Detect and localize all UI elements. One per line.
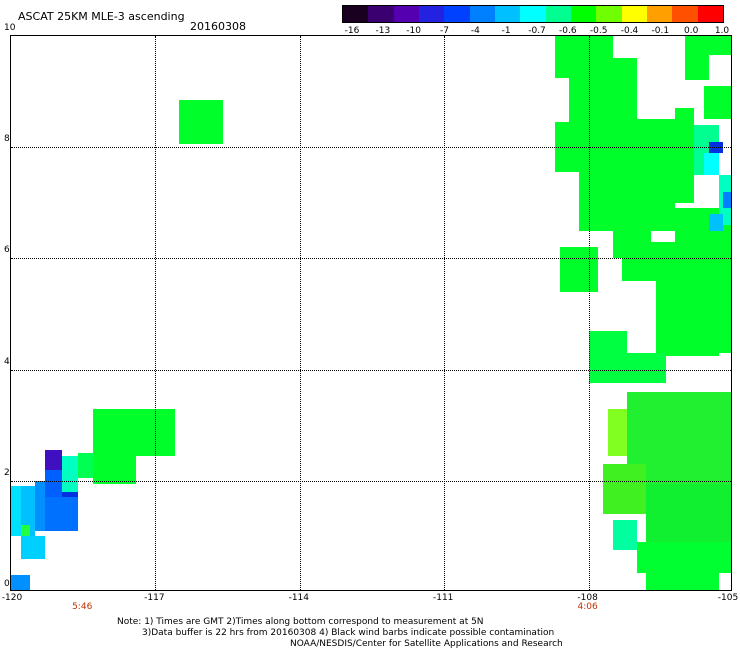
wind-data-patch [20, 525, 31, 537]
colorbar-tick-label: -0.1 [651, 26, 670, 36]
wind-data-patch [627, 352, 666, 384]
wind-data-patch [78, 453, 93, 479]
colorbar-tick-labels: -16 -13 -10 -7 -4 -1 -0.7 -0.6 -0.5 -0.4 -0.1 0.0 1.… [342, 26, 730, 38]
wind-data-patch [723, 191, 731, 209]
wind-data-patch [607, 408, 628, 456]
colorbar-tick-label: -0.7 [528, 26, 546, 36]
colorbar-tick-label: -7 [440, 26, 449, 36]
wind-data-patch [675, 108, 695, 203]
latitude-grid-line [11, 480, 731, 482]
colorbar-tick-label: -4 [470, 26, 480, 36]
wind-data-patch [179, 99, 223, 145]
longitude-grid-line [155, 36, 157, 590]
colorbar-segment [343, 6, 369, 22]
colorbar-segment [393, 6, 419, 22]
colorbar-tick-label: -1 [501, 26, 511, 36]
x-axis-tick-label: -105 [717, 593, 739, 603]
wind-data-patch [612, 519, 637, 551]
note-line-2: 3)Data buffer is 22 hrs from 20160308 4)… [142, 628, 555, 638]
wind-data-patch [646, 483, 731, 542]
colorbar-tick-label: 1.0 [714, 26, 730, 36]
wind-data-patch [554, 36, 613, 78]
wind-data-patch [588, 330, 628, 384]
colorbar-segment [368, 6, 394, 22]
y-axis-tick-label: 8 [4, 134, 10, 145]
wind-data-patch [61, 455, 79, 492]
x-axis-tick-label: -120 [1, 593, 23, 603]
longitude-grid-line [299, 36, 301, 590]
colorbar-segment [469, 6, 495, 22]
colorbar-segment [494, 6, 521, 22]
wind-data-patch [718, 333, 731, 353]
x-axis-tick-label: -114 [288, 593, 310, 603]
wind-data-patch [704, 86, 731, 120]
colorbar-tick-label: -16 [344, 26, 360, 36]
map-date: 20160308 [190, 20, 246, 33]
wind-data-patch [44, 450, 62, 470]
wind-data-patch [603, 464, 647, 515]
wind-data-patch [35, 480, 45, 531]
colorbar-tick-label: -0.6 [559, 26, 577, 36]
colorbar-segment [520, 6, 546, 22]
wind-data-patch [559, 247, 599, 292]
colorbar [342, 5, 724, 23]
colorbar-segment [570, 6, 597, 22]
y-axis-tick-label: 10 [4, 23, 16, 33]
wind-data-patch [636, 541, 731, 573]
colorbar-segment [697, 6, 723, 22]
colorbar-segment [596, 6, 622, 22]
wind-data-patch [646, 569, 719, 590]
wind-data-patch [684, 36, 731, 56]
wind-data-patch [622, 241, 731, 281]
latitude-grid-line [11, 147, 731, 149]
wind-data-patch [655, 333, 719, 356]
wind-data-patch [708, 141, 724, 153]
colorbar-tick-label: -0.4 [620, 26, 639, 36]
wind-data-patch [708, 213, 724, 231]
time-label: 4:06 [577, 602, 598, 612]
x-axis-tick-label: -111 [432, 593, 454, 603]
wind-data-patch [11, 575, 31, 590]
colorbar-tick-label: -10 [406, 26, 422, 36]
wind-data-patch [44, 469, 62, 498]
note-line-1: Note: 1) Times are GMT 2)Times along bot… [117, 617, 484, 627]
colorbar-segment [672, 6, 698, 22]
y-axis-tick-label: 2 [4, 467, 10, 478]
wind-data-patch [20, 486, 36, 537]
wind-data-patch [11, 486, 21, 537]
colorbar-tick-label: 0.0 [683, 26, 699, 36]
wind-data-patch [569, 77, 613, 123]
map-title: ASCAT 25KM MLE-3 ascending [18, 10, 185, 23]
y-axis-tick-label: 0 [4, 579, 10, 589]
colorbar-segment [621, 6, 647, 22]
x-axis-tick-label: -108 [577, 593, 598, 603]
longitude-grid-line [588, 36, 590, 590]
colorbar-tick-label: -13 [375, 26, 391, 36]
colorbar-tick-label: -0.5 [589, 26, 608, 36]
wind-data-patch [704, 152, 719, 175]
latitude-grid-line [11, 258, 731, 260]
colorbar-segment [444, 6, 470, 22]
note-line-3: NOAA/NESDIS/Center for Satellite Applica… [290, 639, 563, 649]
colorbar-segment [545, 6, 571, 22]
longitude-grid-line [444, 36, 446, 590]
wind-data-patch [578, 172, 676, 231]
colorbar-segment [418, 6, 445, 22]
y-axis-tick-label: 4 [4, 356, 10, 367]
map-plot-area [10, 35, 732, 591]
wind-data-patch [92, 408, 137, 484]
wind-data-patch [684, 55, 709, 81]
x-axis-tick-label: -117 [144, 593, 165, 603]
latitude-grid-line [11, 369, 731, 371]
colorbar-segment [646, 6, 673, 22]
time-label: 5:46 [72, 602, 93, 612]
y-axis-tick-label: 6 [4, 245, 10, 256]
wind-data-patch [612, 58, 637, 123]
wind-data-patch [655, 280, 731, 334]
wind-data-patch [20, 536, 45, 559]
wind-data-patch [44, 497, 79, 531]
